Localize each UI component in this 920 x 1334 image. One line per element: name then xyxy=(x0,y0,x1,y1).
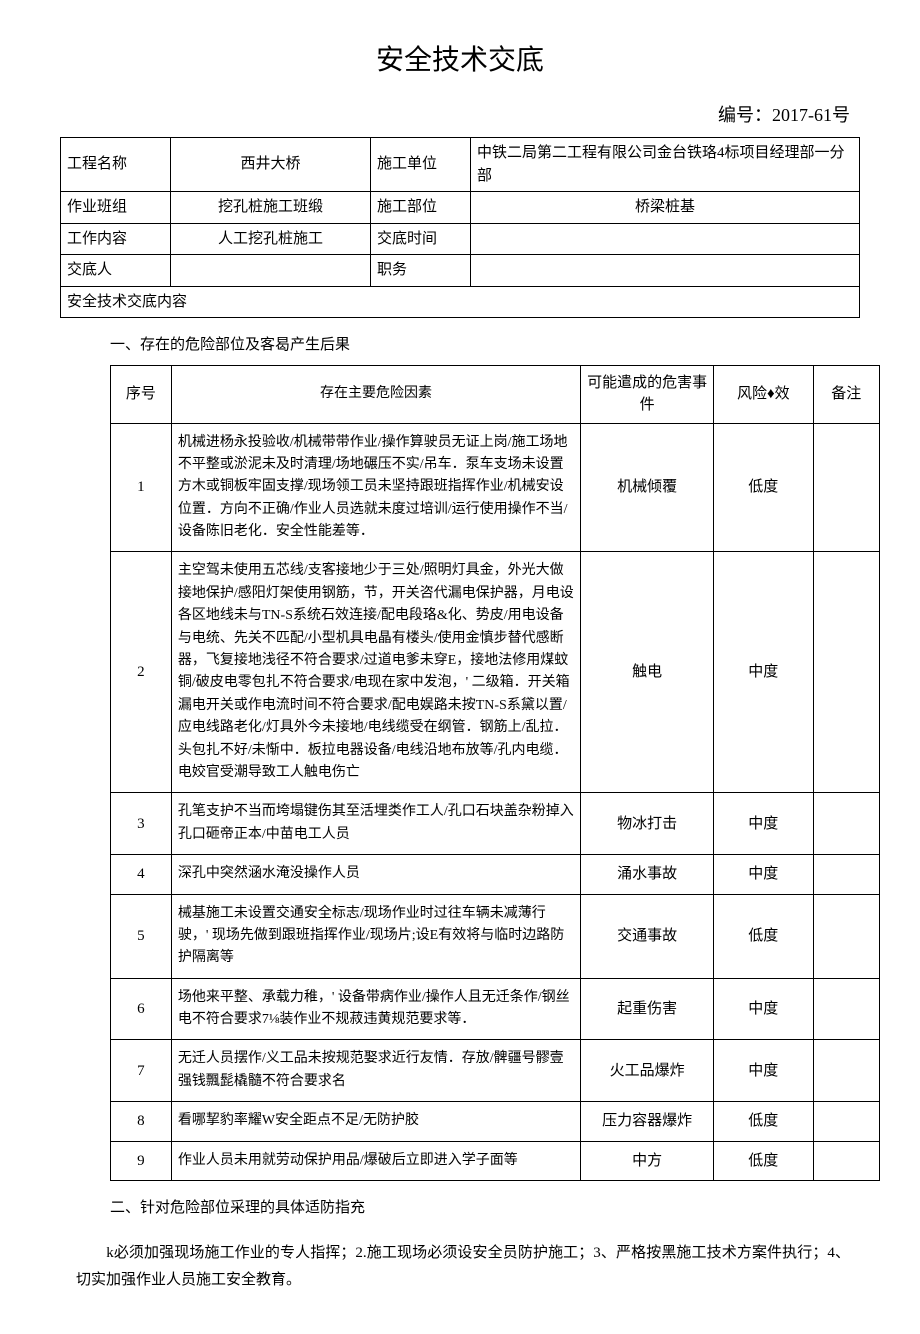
risk-seq: 1 xyxy=(111,423,172,552)
risk-factor: 无迁人员摆作/义工品未按规范娶求近行友情．存放/髀疆号髎壹强钱飄髭橇髓不符合要求… xyxy=(171,1040,580,1102)
project-name-value: 西井大桥 xyxy=(171,138,371,192)
work-team-value: 挖孔桩施工班缎 xyxy=(171,192,371,224)
risk-factor: 孔笔支护不当而垮塌键伤其至活埋类作工人/孔口石块盖杂粉掉入孔口砸帝正本/中苗电工… xyxy=(171,793,580,855)
disclosure-time-label: 交底时间 xyxy=(371,223,471,255)
risk-seq: 7 xyxy=(111,1040,172,1102)
risk-seq: 3 xyxy=(111,793,172,855)
risk-event: 涌水事故 xyxy=(581,855,714,894)
risk-event: 起重伤害 xyxy=(581,978,714,1040)
col-header-seq: 序号 xyxy=(111,365,172,423)
risk-row: 3孔笔支护不当而垮塌键伤其至活埋类作工人/孔口石块盖杂粉掉入孔口砸帝正本/中苗电… xyxy=(111,793,880,855)
header-info-table: 工程名称 西井大桥 施工单位 中铁二局第二工程有限公司金台铁珞4标项目经理部一分… xyxy=(60,137,860,287)
risk-note xyxy=(813,1040,879,1102)
discloser-label: 交底人 xyxy=(61,255,171,287)
risk-level: 中度 xyxy=(714,552,814,793)
work-content-label: 工作内容 xyxy=(61,223,171,255)
risk-row: 7无迁人员摆作/义工品未按规范娶求近行友情．存放/髀疆号髎壹强钱飄髭橇髓不符合要… xyxy=(111,1040,880,1102)
col-header-risk: 风险♦效 xyxy=(714,365,814,423)
risk-factor: 深孔中突然涵水淹没操作人员 xyxy=(171,855,580,894)
risk-level: 中度 xyxy=(714,793,814,855)
risk-table-header-row: 序号 存在主要危险因素 可能遣成的危害事件 风险♦效 备注 xyxy=(111,365,880,423)
risk-row: 2主空驾未使用五芯线/支客接地少于三处/照明灯具金，外光大做接地保护/感阳灯架使… xyxy=(111,552,880,793)
risk-event: 物冰打击 xyxy=(581,793,714,855)
number-label: 编号： xyxy=(718,105,772,125)
risk-event: 交通事故 xyxy=(581,894,714,978)
risk-note xyxy=(813,423,879,552)
project-name-label: 工程名称 xyxy=(61,138,171,192)
header-row-1: 工程名称 西井大桥 施工单位 中铁二局第二工程有限公司金台铁珞4标项目经理部一分… xyxy=(61,138,860,192)
discloser-value xyxy=(171,255,371,287)
risk-event: 机械倾覆 xyxy=(581,423,714,552)
construction-unit-label: 施工单位 xyxy=(371,138,471,192)
risk-note xyxy=(813,978,879,1040)
risk-note xyxy=(813,552,879,793)
construction-unit-value: 中铁二局第二工程有限公司金台铁珞4标项目经理部一分部 xyxy=(471,138,860,192)
risk-note xyxy=(813,1141,879,1180)
risk-note xyxy=(813,1102,879,1141)
work-content-value: 人工挖孔桩施工 xyxy=(171,223,371,255)
risk-factor: 场他来平整、承载力稚，' 设备带病作业/操作人且无迁条作/钢丝电不符合要求7⅛装… xyxy=(171,978,580,1040)
risk-note xyxy=(813,793,879,855)
risk-note xyxy=(813,855,879,894)
risk-factor: 看哪挈豹率耀W安全距点不足/无防护胶 xyxy=(171,1102,580,1141)
document-title: 安全技术交底 xyxy=(60,40,860,82)
section-2-paragraph: k必须加强现场施工作业的专人指挥；2.施工现场必须设安全员防护施工；3、严格按黑… xyxy=(76,1240,850,1294)
risk-factor: 机械进杨永投验收/机械带带作业/操作算驶员无证上岗/施工场地不平整或淤泥未及时清… xyxy=(171,423,580,552)
construction-part-value: 桥梁桩基 xyxy=(471,192,860,224)
risk-row: 6场他来平整、承载力稚，' 设备带病作业/操作人且无迁条作/钢丝电不符合要求7⅛… xyxy=(111,978,880,1040)
risk-level: 低度 xyxy=(714,894,814,978)
disclosure-time-value xyxy=(471,223,860,255)
header-row-2: 作业班组 挖孔桩施工班缎 施工部位 桥梁桩基 xyxy=(61,192,860,224)
risk-row: 4深孔中突然涵水淹没操作人员涌水事故中度 xyxy=(111,855,880,894)
risk-seq: 5 xyxy=(111,894,172,978)
risk-factor: 主空驾未使用五芯线/支客接地少于三处/照明灯具金，外光大做接地保护/感阳灯架使用… xyxy=(171,552,580,793)
header-row-4: 交底人 职务 xyxy=(61,255,860,287)
risk-level: 中度 xyxy=(714,1040,814,1102)
risk-event: 触电 xyxy=(581,552,714,793)
risk-event: 火工品爆炸 xyxy=(581,1040,714,1102)
risk-level: 低度 xyxy=(714,423,814,552)
content-header: 安全技术交底内容 xyxy=(60,287,860,319)
risk-seq: 9 xyxy=(111,1141,172,1180)
risk-level: 中度 xyxy=(714,978,814,1040)
header-row-3: 工作内容 人工挖孔桩施工 交底时间 xyxy=(61,223,860,255)
risk-factor: 作业人员未用就劳动保护用品/爆破后立即进入学子面等 xyxy=(171,1141,580,1180)
risk-factor: 械基施工未设置交通安全标志/现场作业时过往车辆未减薄行驶，' 现场先做到跟班指挥… xyxy=(171,894,580,978)
position-label: 职务 xyxy=(371,255,471,287)
risk-note xyxy=(813,894,879,978)
risk-row: 1机械进杨永投验收/机械带带作业/操作算驶员无证上岗/施工场地不平整或淤泥未及时… xyxy=(111,423,880,552)
risk-seq: 4 xyxy=(111,855,172,894)
col-header-event: 可能遣成的危害事件 xyxy=(581,365,714,423)
risk-event: 压力容器爆炸 xyxy=(581,1102,714,1141)
number-value: 2017-61号 xyxy=(772,105,850,125)
risk-row: 5械基施工未设置交通安全标志/现场作业时过往车辆未减薄行驶，' 现场先做到跟班指… xyxy=(111,894,880,978)
risk-event: 中方 xyxy=(581,1141,714,1180)
work-team-label: 作业班组 xyxy=(61,192,171,224)
risk-level: 低度 xyxy=(714,1141,814,1180)
col-header-factor: 存在主要危险因素 xyxy=(171,365,580,423)
col-header-note: 备注 xyxy=(813,365,879,423)
risk-seq: 6 xyxy=(111,978,172,1040)
risk-seq: 8 xyxy=(111,1102,172,1141)
section-1-heading: 一、存在的危险部位及客曷产生后果 xyxy=(110,334,860,357)
risk-seq: 2 xyxy=(111,552,172,793)
risk-table: 序号 存在主要危险因素 可能遣成的危害事件 风险♦效 备注 1机械进杨永投验收/… xyxy=(110,365,880,1182)
construction-part-label: 施工部位 xyxy=(371,192,471,224)
risk-level: 低度 xyxy=(714,1102,814,1141)
risk-row: 9作业人员未用就劳动保护用品/爆破后立即进入学子面等中方低度 xyxy=(111,1141,880,1180)
document-number: 编号：2017-61号 xyxy=(60,102,860,129)
section-2-heading: 二、针对危险部位采理的具体适防指充 xyxy=(110,1197,860,1220)
risk-level: 中度 xyxy=(714,855,814,894)
risk-row: 8看哪挈豹率耀W安全距点不足/无防护胶压力容器爆炸低度 xyxy=(111,1102,880,1141)
position-value xyxy=(471,255,860,287)
